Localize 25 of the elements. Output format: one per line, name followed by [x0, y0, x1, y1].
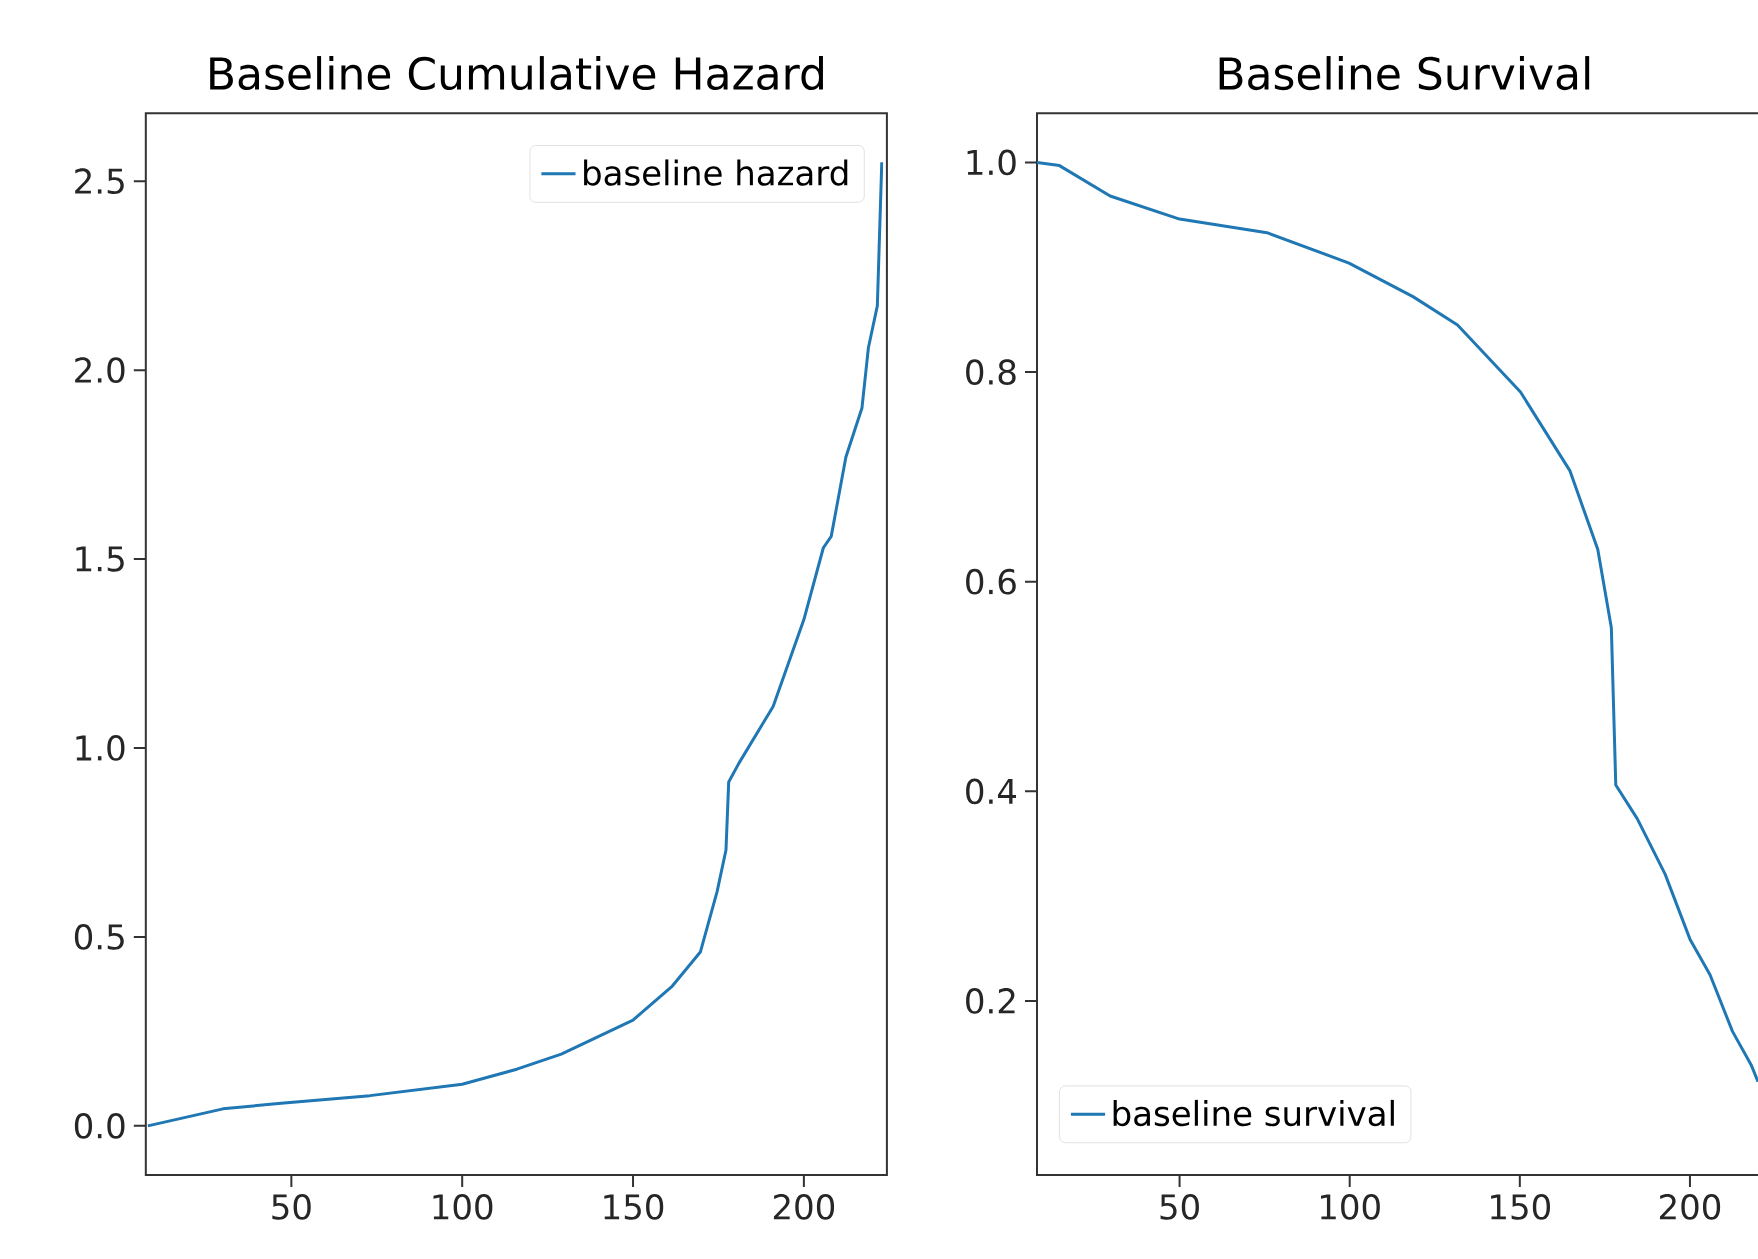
y-tick-label: 0.6 — [966, 568, 1016, 595]
x-tick-label: 50 — [1160, 1194, 1199, 1220]
x-tick-label: 200 — [1659, 1194, 1721, 1220]
x-tick-label: 100 — [433, 1194, 493, 1220]
x-tick-label: 150 — [604, 1194, 664, 1220]
x-tick-label: 200 — [773, 1194, 835, 1220]
x-tick-label: 50 — [272, 1194, 311, 1220]
y-tick-label: 1.5 — [76, 546, 124, 572]
y-tick-label: 1.0 — [967, 149, 1016, 176]
chart-title: Baseline Survival — [1219, 56, 1590, 91]
y-tick-label: 0.2 — [966, 988, 1015, 1014]
line-series — [146, 160, 884, 1128]
legend-label: baseline survival — [1113, 1099, 1394, 1127]
y-tick-label: 0.8 — [966, 359, 1016, 385]
y-tick-label: 2.5 — [75, 168, 124, 195]
y-tick-label: 2.0 — [75, 357, 125, 383]
y-tick-label: 1.0 — [76, 735, 125, 761]
y-tick-label: 0.0 — [74, 1112, 125, 1139]
chart-title: Baseline Cumulative Hazard — [210, 56, 823, 91]
y-tick-label: 0.5 — [74, 924, 124, 950]
x-tick-label: 150 — [1491, 1194, 1550, 1220]
x-tick-label: 100 — [1320, 1194, 1380, 1220]
line-series — [1037, 160, 1758, 1084]
y-tick-label: 0.4 — [966, 778, 1017, 805]
legend-label: baseline hazard — [584, 159, 848, 186]
